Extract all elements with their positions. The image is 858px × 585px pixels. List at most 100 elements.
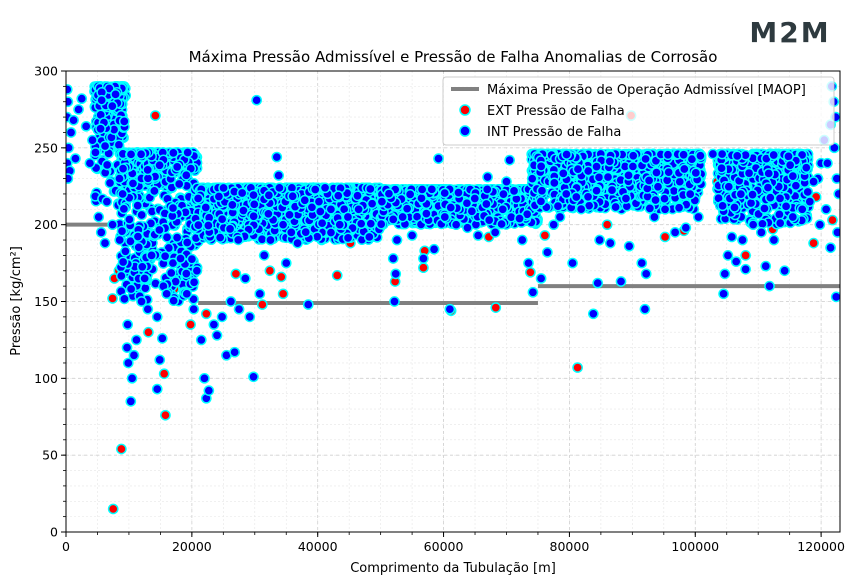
int-point	[300, 226, 312, 238]
int-point	[606, 184, 618, 196]
int-point	[627, 150, 639, 162]
int-point	[125, 148, 137, 160]
y-tick-label: 300	[34, 64, 58, 79]
int-point	[693, 211, 704, 223]
ext-point	[601, 219, 613, 231]
int-point	[497, 203, 509, 215]
int-point	[116, 225, 128, 237]
int-point	[663, 166, 675, 178]
int-point	[149, 185, 160, 197]
int-point	[439, 187, 451, 199]
int-point	[224, 223, 236, 235]
legend-maop-label: Máxima Pressão de Operação Admissível [M…	[487, 83, 806, 98]
int-point	[125, 235, 136, 247]
int-point	[125, 283, 137, 295]
int-point	[355, 218, 367, 230]
x-tick-label: 80000	[550, 539, 590, 554]
int-point	[652, 181, 664, 193]
int-point	[119, 293, 130, 305]
int-point	[122, 319, 134, 330]
int-point	[311, 231, 323, 243]
int-point	[101, 159, 113, 171]
int-point	[117, 256, 129, 268]
int-point	[662, 149, 674, 161]
int-point	[199, 372, 210, 384]
int-point	[593, 171, 605, 183]
int-point	[131, 334, 142, 346]
int-point	[107, 219, 118, 231]
int-point	[128, 349, 140, 361]
int-point	[188, 303, 200, 315]
int-point	[730, 256, 742, 267]
int-point	[768, 149, 780, 161]
int-point	[334, 219, 346, 231]
int-point	[161, 288, 173, 300]
int-point	[376, 196, 388, 207]
int-point	[325, 203, 337, 215]
int-point	[825, 242, 836, 254]
ext-point	[277, 288, 289, 300]
int-point	[717, 200, 728, 212]
int-point	[248, 189, 259, 201]
int-point	[188, 276, 200, 288]
x-tick-label: 0	[62, 539, 70, 554]
int-point	[796, 203, 808, 215]
int-point	[159, 250, 171, 262]
int-point	[719, 268, 731, 280]
int-point	[263, 189, 275, 201]
int-point	[118, 203, 130, 215]
int-point	[363, 231, 375, 243]
int-point	[439, 211, 451, 223]
y-tick-label: 250	[34, 140, 58, 155]
int-point	[808, 176, 819, 187]
y-tick-label: 100	[34, 371, 58, 386]
int-point	[421, 208, 432, 220]
int-point	[548, 219, 560, 231]
int-point	[804, 196, 816, 207]
int-point	[498, 188, 509, 200]
legend-int-swatch	[459, 125, 471, 137]
int-point	[623, 240, 635, 252]
int-point	[504, 154, 515, 166]
int-point	[649, 211, 660, 223]
int-point	[117, 188, 128, 200]
int-point	[258, 250, 270, 261]
int-point	[659, 203, 671, 215]
int-point	[680, 222, 692, 234]
int-point	[191, 265, 203, 277]
int-point	[93, 211, 105, 223]
int-point	[774, 192, 786, 204]
int-series	[66, 81, 840, 407]
int-point	[779, 265, 790, 277]
legend-ext-swatch	[459, 104, 471, 116]
int-point	[426, 183, 438, 195]
int-point	[722, 250, 734, 261]
int-point	[731, 150, 743, 162]
int-point	[101, 196, 113, 207]
ext-point	[107, 503, 119, 515]
int-point	[737, 234, 748, 246]
int-point	[353, 203, 364, 215]
ext-point	[107, 293, 118, 304]
int-point	[114, 234, 126, 246]
int-point	[319, 182, 331, 194]
int-point	[481, 198, 492, 210]
int-point	[707, 148, 719, 160]
int-point	[171, 232, 183, 243]
int-point	[95, 123, 106, 135]
ext-point	[659, 231, 671, 243]
int-point	[482, 171, 493, 183]
int-point	[784, 159, 796, 171]
int-point	[594, 234, 605, 246]
int-point	[508, 185, 520, 197]
int-point	[213, 191, 225, 202]
int-point	[832, 227, 840, 238]
int-point	[121, 342, 133, 353]
int-point	[161, 231, 173, 243]
int-point	[248, 371, 259, 383]
int-point	[181, 288, 193, 300]
x-tick-label: 100000	[671, 539, 719, 554]
int-point	[154, 159, 165, 171]
y-tick-label: 0	[50, 525, 58, 540]
int-point	[136, 209, 148, 221]
